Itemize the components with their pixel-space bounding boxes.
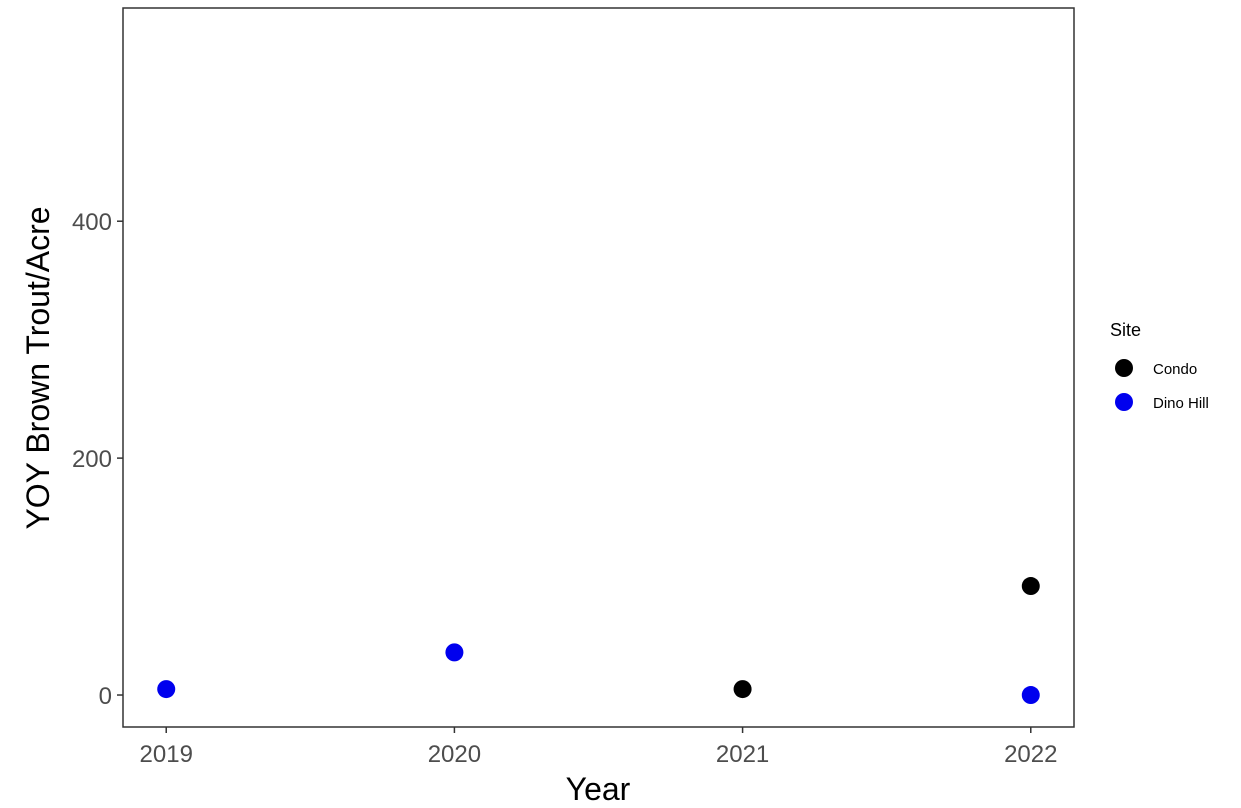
y-tick-label: 0 xyxy=(99,683,112,710)
x-axis-title: Year xyxy=(566,771,631,807)
y-tick-label: 400 xyxy=(72,209,112,236)
legend: Site Condo Dino Hill xyxy=(1110,320,1209,412)
y-axis: 0 200 400 xyxy=(72,209,123,710)
plot-panel xyxy=(122,7,1075,728)
x-tick-label: 2021 xyxy=(716,741,769,768)
data-point-dino-hill xyxy=(445,643,464,662)
x-tick-label: 2020 xyxy=(428,741,481,768)
legend-label-dino-hill: Dino Hill xyxy=(1153,395,1209,412)
data-point-dino-hill xyxy=(157,680,176,699)
data-point-dino-hill xyxy=(1021,686,1040,705)
legend-key-dino-hill xyxy=(1115,393,1133,411)
x-tick-label: 2022 xyxy=(1004,741,1057,768)
x-tick-label: 2019 xyxy=(140,741,193,768)
legend-key-condo xyxy=(1115,359,1133,377)
legend-title: Site xyxy=(1110,320,1141,340)
data-point-condo xyxy=(733,680,752,699)
x-axis: 2019 2020 2021 2022 xyxy=(140,727,1057,768)
data-point-condo xyxy=(1021,577,1040,596)
y-axis-title: YOY Brown Trout/Acre xyxy=(20,206,56,529)
legend-label-condo: Condo xyxy=(1153,361,1197,378)
y-tick-label: 200 xyxy=(72,446,112,473)
data-points xyxy=(157,577,1040,705)
